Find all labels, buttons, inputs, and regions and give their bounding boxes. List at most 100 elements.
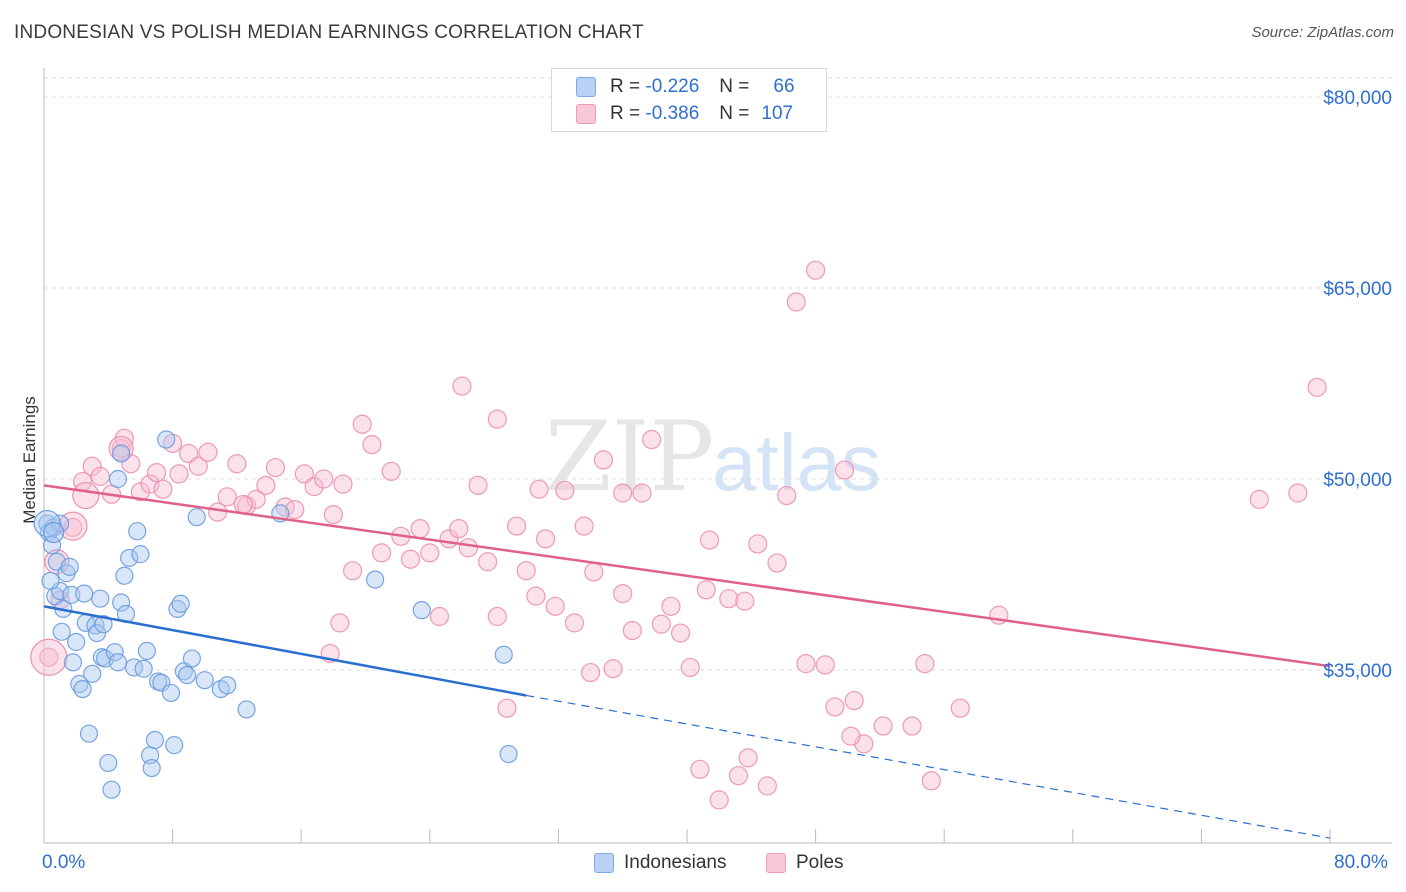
data-point	[63, 653, 83, 672]
data-point	[555, 480, 575, 501]
data-point	[134, 659, 153, 678]
data-point	[709, 790, 729, 810]
data-point	[179, 443, 199, 464]
data-point	[381, 461, 401, 481]
data-point	[169, 464, 189, 484]
data-point	[1249, 489, 1269, 509]
legend-n-value: 107	[761, 103, 794, 124]
data-point	[124, 658, 144, 677]
data-point	[90, 466, 110, 487]
data-point	[690, 759, 710, 779]
data-point	[593, 450, 614, 470]
data-point	[478, 552, 498, 572]
data-point	[632, 483, 652, 503]
indonesians-trend-line	[43, 605, 527, 697]
data-point	[786, 292, 806, 312]
data-point	[99, 753, 118, 773]
data-point	[400, 549, 421, 569]
data-point	[102, 780, 121, 799]
data-point	[529, 479, 549, 499]
data-point	[420, 543, 440, 563]
data-point	[670, 623, 691, 643]
data-point	[33, 509, 61, 538]
legend-row-poles: R = -0.386 N = 107	[576, 102, 793, 126]
data-point	[613, 583, 633, 604]
data-point	[487, 606, 507, 627]
data-point	[796, 654, 816, 674]
trend-lines	[43, 484, 1331, 839]
data-point	[153, 479, 173, 499]
data-point	[584, 562, 604, 582]
data-point	[70, 674, 89, 694]
legend-r-value: -0.386	[645, 103, 700, 124]
data-point	[494, 645, 513, 664]
y-tick-label: $50,000	[1323, 470, 1392, 491]
data-point	[748, 534, 768, 554]
series-legend-poles[interactable]: Poles	[766, 852, 844, 874]
data-point	[177, 665, 197, 685]
data-point	[188, 456, 208, 476]
data-point	[757, 776, 777, 796]
data-point	[452, 376, 472, 396]
data-point	[805, 260, 826, 280]
data-point	[265, 457, 286, 478]
x-tick-label-max: 80.0%	[1334, 852, 1388, 873]
watermark: ZIP atlas	[545, 401, 881, 513]
data-point	[120, 548, 139, 568]
series-legend-label: Indonesians	[624, 852, 727, 873]
data-point	[902, 716, 922, 736]
data-point	[651, 614, 671, 634]
data-point	[1307, 377, 1327, 397]
data-point	[217, 487, 237, 507]
data-point	[140, 474, 160, 494]
data-point	[108, 653, 128, 672]
legend-n-label: N =	[719, 76, 750, 97]
data-point	[738, 748, 758, 768]
data-point	[613, 483, 633, 503]
data-point	[52, 622, 71, 641]
data-point	[246, 489, 266, 509]
indonesians-points	[33, 430, 518, 799]
y-tick-labels: $80,000 $65,000 $50,000 $35,000	[1323, 88, 1392, 682]
poles-points	[30, 260, 1327, 810]
data-point	[622, 620, 642, 641]
data-point	[950, 698, 970, 718]
data-point	[43, 521, 65, 544]
data-point	[112, 593, 131, 612]
data-point	[198, 442, 218, 462]
legend-row-indonesians: R = -0.226 N = 66	[576, 75, 795, 99]
legend-swatch-pink	[576, 104, 596, 124]
series-legend: Indonesians Poles	[0, 852, 1406, 878]
data-point	[112, 444, 131, 463]
data-point	[777, 485, 797, 506]
data-point	[468, 475, 488, 495]
data-point	[137, 641, 156, 661]
data-point	[412, 601, 431, 620]
data-point	[410, 519, 430, 539]
data-point	[580, 662, 601, 683]
data-point	[921, 771, 941, 791]
data-point	[146, 463, 167, 483]
data-point	[825, 697, 845, 717]
data-point	[343, 561, 363, 581]
data-point	[366, 570, 385, 589]
data-point	[218, 676, 237, 695]
data-point	[458, 538, 478, 558]
data-point	[165, 736, 184, 755]
data-point	[516, 561, 536, 581]
watermark-atlas: atlas	[712, 418, 881, 507]
series-swatch-pink	[766, 853, 786, 873]
data-point	[719, 589, 739, 609]
indonesians-trend-extension	[526, 694, 1331, 839]
data-point	[767, 553, 787, 573]
legend-n-label: N =	[719, 103, 750, 124]
data-point	[58, 511, 88, 541]
data-point	[72, 481, 100, 510]
data-point	[157, 430, 176, 449]
series-legend-indonesians[interactable]: Indonesians	[594, 852, 726, 874]
data-point	[499, 744, 518, 764]
data-point	[145, 730, 165, 750]
legend-r-label: R =	[610, 76, 641, 97]
chart-title: INDONESIAN VS POLISH MEDIAN EARNINGS COR…	[14, 22, 644, 43]
data-point	[237, 700, 256, 719]
